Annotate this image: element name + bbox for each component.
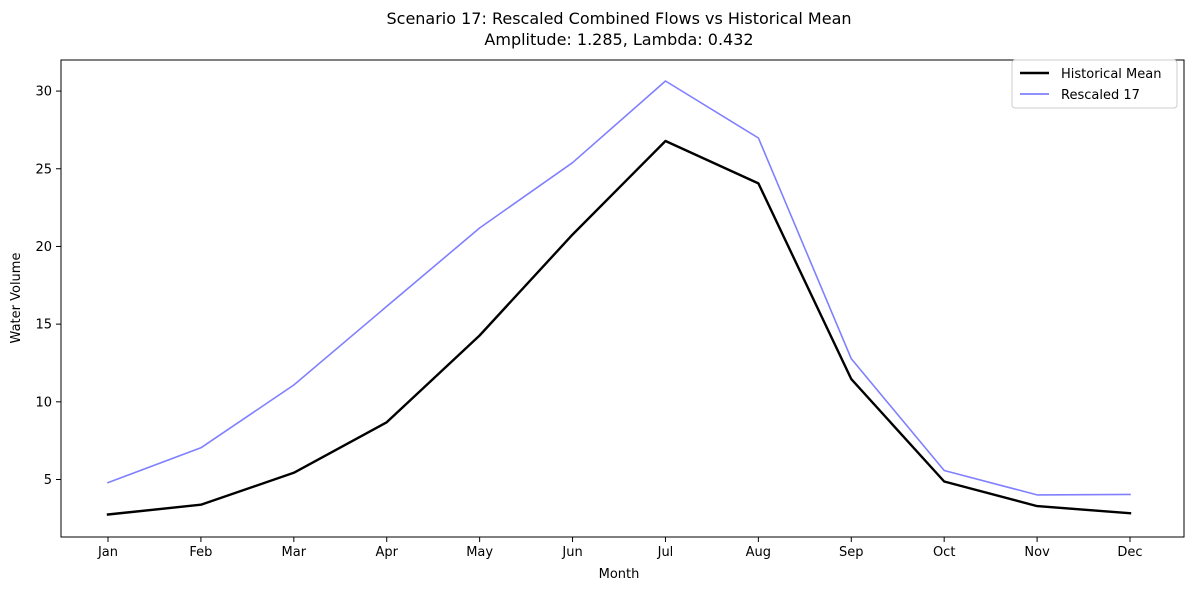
y-tick-label-5: 5: [44, 473, 52, 488]
legend-label-historical-mean: Historical Mean: [1061, 67, 1161, 82]
y-tick-label-30: 30: [35, 85, 52, 100]
y-tick-label-10: 10: [35, 395, 52, 410]
x-tick-label-jan: Jan: [97, 545, 118, 560]
chart-subtitle: Amplitude: 1.285, Lambda: 0.432: [484, 30, 753, 49]
x-tick-label-oct: Oct: [933, 545, 955, 560]
series-layer: [106, 80, 1132, 516]
x-tick-label-mar: Mar: [282, 545, 307, 560]
plot-area: [60, 59, 1185, 538]
legend-label-rescaled-17: Rescaled 17: [1061, 88, 1140, 103]
y-tick-label-20: 20: [35, 240, 52, 255]
chart-title: Scenario 17: Rescaled Combined Flows vs …: [386, 9, 851, 28]
x-tick-label-feb: Feb: [189, 545, 212, 560]
x-axis-label: Month: [599, 567, 640, 582]
x-axis: Jan Feb Mar Apr May Jun Jul Aug Sep Oct Nov Dec: [97, 537, 1143, 560]
y-axis: 5 10 15 20 25 30: [35, 85, 61, 488]
x-tick-label-aug: Aug: [746, 545, 771, 560]
series-line-historical-mean: [106, 139, 1132, 516]
legend-box: [1011, 59, 1178, 109]
series-line-rescaled-17: [106, 80, 1131, 496]
x-tick-label-apr: Apr: [375, 545, 398, 560]
x-tick-label-sep: Sep: [839, 545, 864, 560]
legend: Historical Mean Rescaled 17: [1011, 59, 1178, 109]
y-axis-label: Water Volume: [9, 253, 24, 344]
x-tick-label-nov: Nov: [1024, 545, 1050, 560]
y-tick-label-15: 15: [35, 318, 52, 333]
x-tick-label-jul: Jul: [657, 545, 674, 560]
x-tick-label-dec: Dec: [1117, 545, 1142, 560]
y-tick-label-25: 25: [35, 162, 52, 177]
x-tick-label-jun: Jun: [561, 545, 582, 560]
x-tick-label-may: May: [466, 545, 493, 560]
